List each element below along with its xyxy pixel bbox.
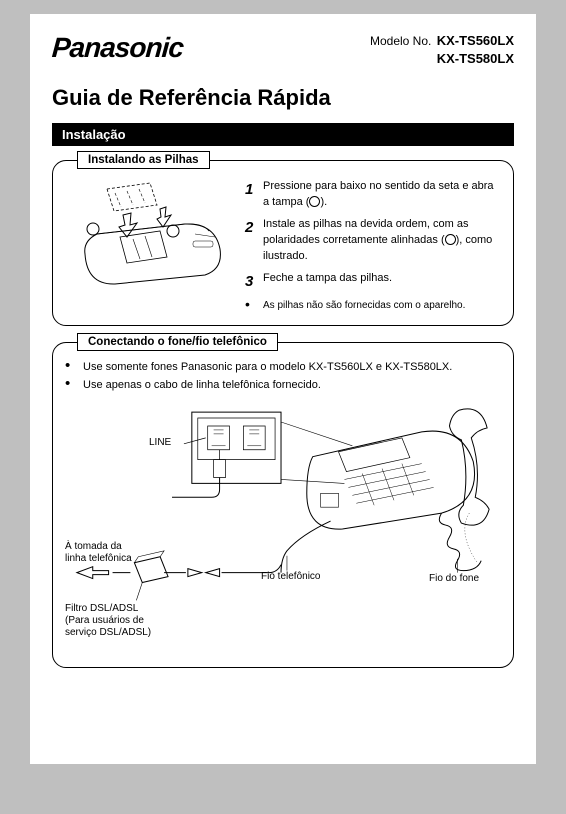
svg-text:1: 1	[313, 199, 317, 206]
model-number-1: KX-TS560LX	[437, 33, 514, 48]
connect-bullet-2: • Use apenas o cabo de linha telefônica …	[65, 379, 501, 391]
step-number: 2	[245, 217, 263, 265]
model-block: Modelo No. KX-TS560LX KX-TS580LX	[370, 32, 514, 67]
batteries-note: • As pilhas não são fornecidas com o apa…	[245, 299, 501, 314]
ref-1-icon: 1	[309, 196, 320, 207]
svg-text:2: 2	[448, 237, 452, 244]
batteries-steps: 1 Pressione para baixo no sentido da set…	[245, 179, 501, 313]
brand-logo: Panasonic	[51, 32, 184, 64]
connect-bullet-1: • Use somente fones Panasonic para o mod…	[65, 361, 501, 373]
connection-figure: LINE Fio telefônico Fio do fone À tomada…	[65, 401, 501, 661]
step-text: Feche a tampa das pilhas.	[263, 271, 501, 293]
step-3: 3 Feche a tampa das pilhas.	[245, 271, 501, 293]
line-label: LINE	[149, 437, 171, 449]
step-text: Pressione para baixo no sentido da seta …	[263, 180, 494, 208]
document-title: Guia de Referência Rápida	[52, 85, 514, 111]
note-text: As pilhas não são fornecidas com o apare…	[263, 299, 465, 314]
step-2: 2 Instale as pilhas na devida ordem, com…	[245, 217, 501, 265]
page: Panasonic Modelo No. KX-TS560LX KX-TS580…	[30, 14, 536, 764]
step-number: 3	[245, 271, 263, 293]
ref-2-icon: 2	[445, 234, 456, 245]
dsl-filter-label: Filtro DSL/ADSL (Para usuários de serviç…	[65, 603, 151, 639]
section-title-bar: Instalação	[52, 123, 514, 146]
bullet-text: Use apenas o cabo de linha telefônica fo…	[83, 379, 321, 391]
batteries-figure: 1 2	[65, 179, 235, 299]
wall-jack-label: À tomada da linha telefônica	[65, 541, 132, 565]
install-batteries-box: Instalando as Pilhas	[52, 160, 514, 326]
step-text-b: ).	[320, 196, 327, 208]
connect-phone-box: Conectando o fone/fio telefônico • Use s…	[52, 342, 514, 668]
handset-cord-label: Fio do fone	[429, 573, 479, 585]
step-number: 1	[245, 179, 263, 211]
connect-phone-title: Conectando o fone/fio telefônico	[77, 333, 278, 351]
header: Panasonic Modelo No. KX-TS560LX KX-TS580…	[52, 32, 514, 67]
step-1: 1 Pressione para baixo no sentido da set…	[245, 179, 501, 211]
model-label: Modelo No.	[370, 34, 431, 48]
model-number-2: KX-TS580LX	[437, 51, 514, 66]
step-text: Instale as pilhas na devida ordem, com a…	[263, 218, 468, 246]
tel-cord-label: Fio telefônico	[261, 571, 320, 583]
install-batteries-title: Instalando as Pilhas	[77, 151, 210, 169]
bullet-text: Use somente fones Panasonic para o model…	[83, 361, 452, 373]
svg-text:1: 1	[171, 227, 176, 236]
svg-text:2: 2	[91, 225, 96, 234]
